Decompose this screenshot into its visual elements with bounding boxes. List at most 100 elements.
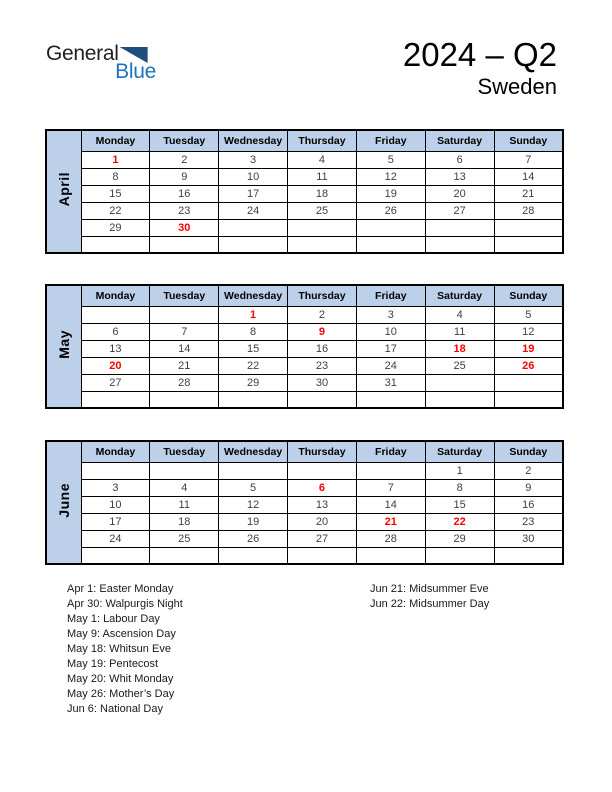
day-cell: 6	[287, 478, 357, 497]
day-cell: 28	[493, 201, 564, 220]
weekday-header-tuesday: Tuesday	[149, 284, 220, 307]
day-cell: 14	[493, 167, 564, 186]
day-cell: 30	[287, 373, 357, 392]
empty-day-cell	[218, 461, 289, 480]
day-cell: 29	[80, 218, 151, 237]
empty-day-cell	[287, 461, 357, 480]
day-cell: 29	[424, 529, 495, 548]
day-cell: 28	[355, 529, 426, 548]
empty-day-cell	[493, 235, 564, 254]
day-cell: 3	[80, 478, 151, 497]
weekday-header-friday: Friday	[355, 440, 426, 463]
empty-day-cell	[493, 390, 564, 409]
day-cell: 2	[149, 150, 220, 169]
day-cell: 9	[149, 167, 220, 186]
day-cell: 23	[149, 201, 220, 220]
calendar-table: June Monday Tuesday Wednesday Thursday Friday…	[45, 440, 564, 565]
day-cell: 14	[149, 339, 220, 358]
day-cell: 9	[287, 322, 357, 341]
day-cell: 5	[355, 150, 426, 169]
day-cell: 23	[493, 512, 564, 531]
page-subtitle: Sweden	[477, 74, 557, 99]
day-cell: 18	[287, 184, 357, 203]
day-cell: 7	[149, 322, 220, 341]
day-cell: 19	[218, 512, 289, 531]
weekday-header-friday: Friday	[355, 284, 426, 307]
empty-day-cell	[355, 218, 426, 237]
empty-day-cell	[355, 390, 426, 409]
empty-day-cell	[80, 461, 151, 480]
holiday-entry: May 26: Mother’s Day	[67, 688, 175, 700]
day-cell: 28	[149, 373, 220, 392]
day-cell: 21	[493, 184, 564, 203]
day-cell: 20	[287, 512, 357, 531]
month-label: June	[45, 440, 82, 565]
day-cell: 18	[424, 339, 495, 358]
holiday-entry: Jun 22: Midsummer Day	[370, 598, 490, 610]
day-cell: 15	[80, 184, 151, 203]
weekday-header-thursday: Thursday	[287, 129, 357, 152]
day-cell: 20	[80, 356, 151, 375]
day-cell: 11	[287, 167, 357, 186]
day-cell: 3	[355, 305, 426, 324]
day-cell: 11	[149, 495, 220, 514]
holiday-entry: Apr 1: Easter Monday	[67, 583, 174, 595]
empty-day-cell	[80, 546, 151, 565]
holiday-entry: May 1: Labour Day	[67, 613, 160, 625]
empty-day-cell	[493, 546, 564, 565]
day-cell: 16	[149, 184, 220, 203]
month-label-text: April	[55, 171, 72, 207]
day-cell: 12	[355, 167, 426, 186]
empty-day-cell	[424, 218, 495, 237]
day-cell: 22	[424, 512, 495, 531]
empty-day-cell	[424, 546, 495, 565]
day-cell: 22	[80, 201, 151, 220]
day-cell: 15	[218, 339, 289, 358]
weekday-header-wednesday: Wednesday	[218, 129, 289, 152]
day-cell: 2	[287, 305, 357, 324]
day-cell: 12	[493, 322, 564, 341]
weekday-header-friday: Friday	[355, 129, 426, 152]
empty-day-cell	[355, 546, 426, 565]
day-cell: 10	[80, 495, 151, 514]
day-cell: 29	[218, 373, 289, 392]
empty-day-cell	[149, 305, 220, 324]
empty-day-cell	[218, 390, 289, 409]
day-cell: 3	[218, 150, 289, 169]
weekday-header-saturday: Saturday	[424, 440, 495, 463]
holiday-entry: Jun 6: National Day	[67, 703, 163, 715]
day-cell: 8	[424, 478, 495, 497]
empty-day-cell	[218, 235, 289, 254]
weekday-header-monday: Monday	[80, 440, 151, 463]
page-title: 2024 – Q2	[402, 36, 557, 73]
holiday-entry: May 9: Ascension Day	[67, 628, 176, 640]
day-cell: 12	[218, 495, 289, 514]
holiday-entry: May 20: Whit Monday	[67, 673, 174, 685]
empty-day-cell	[80, 305, 151, 324]
day-cell: 26	[218, 529, 289, 548]
weekday-header-tuesday: Tuesday	[149, 440, 220, 463]
empty-day-cell	[287, 546, 357, 565]
month-label: May	[45, 284, 82, 409]
weekday-header-thursday: Thursday	[287, 284, 357, 307]
day-cell: 13	[287, 495, 357, 514]
day-cell: 30	[493, 529, 564, 548]
day-cell: 17	[80, 512, 151, 531]
day-cell: 9	[493, 478, 564, 497]
weekday-header-thursday: Thursday	[287, 440, 357, 463]
day-cell: 14	[355, 495, 426, 514]
month-calendar-may: May Monday Tuesday Wednesday Thursday Friday S…	[45, 284, 564, 409]
empty-day-cell	[287, 235, 357, 254]
weekday-header-sunday: Sunday	[493, 440, 564, 463]
day-cell: 18	[149, 512, 220, 531]
day-cell: 22	[218, 356, 289, 375]
empty-day-cell	[355, 461, 426, 480]
day-cell: 23	[287, 356, 357, 375]
month-label-text: June	[55, 482, 72, 518]
logo-text-general: General	[46, 42, 119, 65]
day-cell: 19	[355, 184, 426, 203]
month-label: April	[45, 129, 82, 254]
day-cell: 1	[80, 150, 151, 169]
day-cell: 6	[424, 150, 495, 169]
month-calendar-june: June Monday Tuesday Wednesday Thursday Friday…	[45, 440, 564, 565]
